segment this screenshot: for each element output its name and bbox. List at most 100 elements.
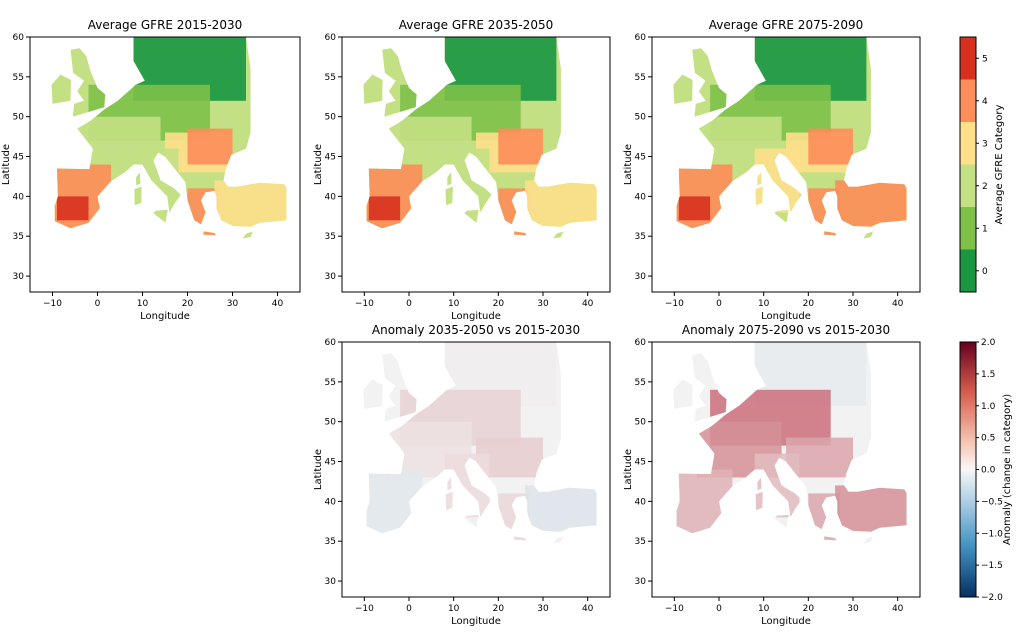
y-tick-label: 55	[325, 73, 336, 83]
region-cell	[678, 196, 711, 221]
axes-frame	[651, 36, 921, 293]
region-cell	[835, 180, 907, 229]
region-cell	[214, 180, 287, 229]
y-tick-label: 40	[325, 192, 337, 202]
region-cell	[525, 485, 597, 534]
y-tick-label: 60	[635, 33, 647, 43]
land-shape-2	[673, 74, 693, 104]
panel-p4: −10 0 10 20 30 40 30 35 40 45 50 55 60 Anomaly 2035-2…	[313, 323, 611, 627]
colorbar-segment	[960, 37, 976, 80]
y-tick-label: 40	[325, 497, 337, 507]
anomaly-tick-label: 1.5	[981, 370, 995, 380]
x-tick-label: 0	[716, 604, 722, 614]
x-tick-label: 0	[406, 604, 412, 614]
axes-frame	[341, 36, 611, 293]
x-tick-label: 0	[716, 299, 722, 309]
y-tick-label: 30	[13, 272, 25, 282]
y-tick-label: 60	[325, 33, 337, 43]
x-axis-label: Longitude	[451, 616, 501, 627]
panel-title: Anomaly 2035-2050 vs 2015-2030	[372, 323, 580, 337]
land-shape-5	[153, 209, 168, 223]
axes-frame	[651, 341, 921, 598]
region-cell	[368, 196, 401, 221]
colorbar-tick-label: 2	[982, 182, 988, 192]
x-tick-label: −10	[665, 604, 684, 614]
land-shape-7	[863, 536, 874, 544]
y-tick-label: 45	[325, 458, 336, 468]
colorbar-frame	[959, 36, 977, 293]
x-tick-label: 20	[803, 299, 815, 309]
y-axis-label: Latitude	[313, 144, 324, 185]
anomaly-colorbar-label: Anomaly (change in category)	[1002, 394, 1013, 545]
panel-p3: −10 0 10 20 30 40 30 35 40 45 50 55 60 Average GFRE 2…	[623, 18, 921, 322]
x-tick-label: 30	[537, 604, 549, 614]
x-tick-label: 30	[537, 299, 549, 309]
land-shape-5	[464, 209, 479, 223]
y-tick-label: 30	[635, 577, 647, 587]
y-tick-label: 30	[635, 272, 647, 282]
panel-title: Average GFRE 2035-2050	[399, 18, 553, 32]
x-tick-label: 10	[758, 604, 770, 614]
anomaly-tick-label: 1.0	[981, 402, 996, 412]
x-tick-label: 30	[847, 299, 859, 309]
colorbar-segment	[960, 122, 976, 165]
colorbar-tick-label: 4	[982, 97, 988, 107]
y-tick-label: 35	[635, 537, 646, 547]
x-tick-label: −10	[355, 299, 374, 309]
anomaly-tick-label: −1.0	[981, 529, 1003, 539]
x-tick-label: 40	[892, 299, 904, 309]
y-tick-label: 60	[13, 33, 25, 43]
x-tick-label: 40	[892, 604, 904, 614]
anomaly-tick-label: −1.5	[981, 561, 1003, 571]
y-tick-label: 45	[325, 153, 336, 163]
region-cell	[57, 196, 89, 221]
panel-p2: −10 0 10 20 30 40 30 35 40 45 50 55 60 Average GFRE 2…	[313, 18, 611, 322]
x-axis-label: Longitude	[761, 311, 811, 322]
colorbar-segment	[960, 249, 976, 292]
land-shape-2	[363, 379, 383, 409]
y-tick-label: 45	[13, 153, 24, 163]
land-shape-7	[553, 231, 564, 239]
x-tick-label: 10	[448, 604, 460, 614]
axes-frame	[29, 36, 301, 293]
colorbar-segment	[960, 207, 976, 250]
x-tick-label: 40	[582, 299, 594, 309]
x-axis-label: Longitude	[451, 311, 501, 322]
x-tick-label: 10	[448, 299, 460, 309]
anomaly-tick-label: 2.0	[981, 338, 996, 348]
y-tick-label: 35	[635, 232, 646, 242]
land-shape-7	[863, 231, 874, 239]
y-axis-label: Latitude	[313, 449, 324, 490]
y-tick-label: 35	[325, 232, 336, 242]
x-tick-label: 20	[493, 299, 505, 309]
y-tick-label: 30	[325, 272, 337, 282]
land-shape-5	[774, 514, 789, 528]
y-tick-label: 50	[635, 113, 647, 123]
y-tick-label: 35	[13, 232, 24, 242]
x-tick-label: 10	[137, 299, 149, 309]
axes-frame	[341, 341, 611, 598]
y-axis-label: Latitude	[1, 144, 12, 185]
land-shape-2	[363, 74, 383, 104]
anomaly-tick-label: −0.5	[981, 497, 1003, 507]
y-tick-label: 50	[325, 418, 337, 428]
anomaly-colorbar: 2.0 1.5 1.0 0.5 0.0 −0.5 −1.0 −1.5 −2.0 Anomaly (…	[959, 338, 1013, 603]
y-tick-label: 55	[13, 73, 24, 83]
land-shape-7	[242, 231, 253, 239]
x-tick-label: −10	[43, 299, 62, 309]
x-axis-label: Longitude	[761, 616, 811, 627]
panel-title: Anomaly 2075-2090 vs 2015-2030	[682, 323, 890, 337]
region-cell	[808, 128, 853, 165]
y-tick-label: 35	[325, 537, 336, 547]
y-tick-label: 30	[325, 577, 337, 587]
y-tick-label: 45	[635, 458, 646, 468]
anomaly-gradient	[959, 341, 977, 598]
x-tick-label: 20	[493, 604, 505, 614]
colorbar-tick-label: 1	[982, 224, 988, 234]
land-shape-5	[464, 514, 479, 528]
y-axis-label: Latitude	[623, 449, 634, 490]
y-tick-label: 55	[635, 378, 646, 388]
x-tick-label: 0	[95, 299, 101, 309]
x-tick-label: −10	[665, 299, 684, 309]
